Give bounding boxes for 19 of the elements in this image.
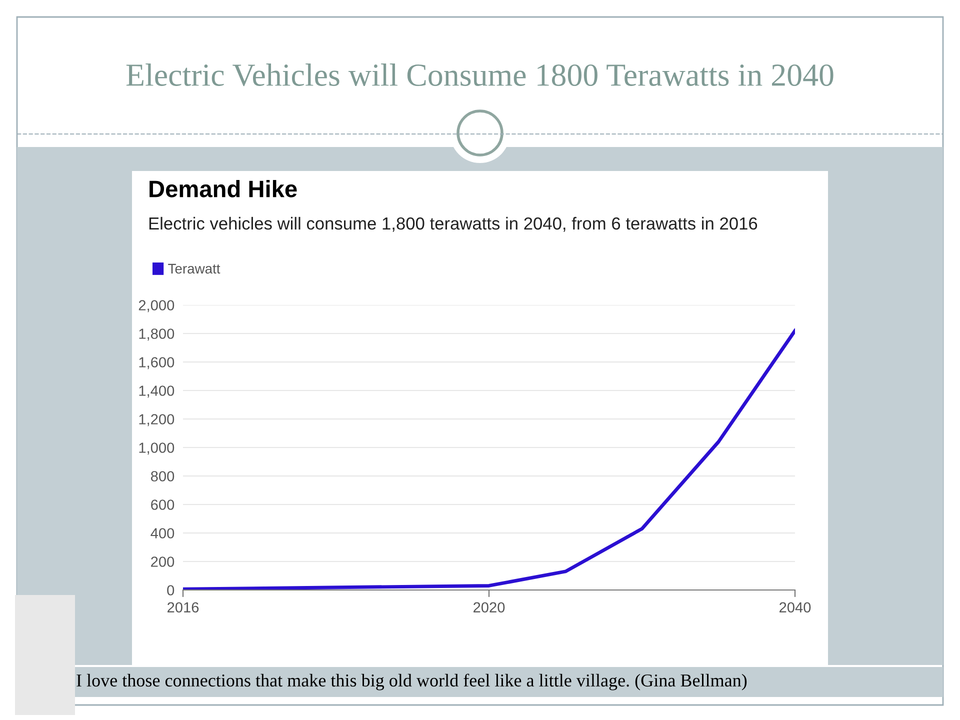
x-tick-label: 2020 bbox=[474, 602, 505, 613]
chart-subtitle: Demand Hike bbox=[150, 180, 297, 198]
y-tick-label: 1,600 bbox=[139, 357, 174, 370]
y-tick-label: 0 bbox=[167, 585, 174, 596]
x-tick-label: 2016 bbox=[168, 602, 199, 613]
y-tick-label: 1,200 bbox=[139, 414, 174, 426]
y-tick-label: 2,000 bbox=[138, 300, 174, 312]
y-tick-label: 1,800 bbox=[139, 328, 174, 341]
y-tick-label: 800 bbox=[150, 471, 174, 482]
chart-title: Electric Vehicles will Consume 1800 Terawatts in 2040 bbox=[126, 64, 834, 86]
text: Electric vehicles will consume 1,800 terawatts in 2040, from 6 terawatts in 2016 bbox=[149, 216, 758, 232]
y-tick-label: 200 bbox=[151, 556, 174, 567]
legend-label: Terawatt bbox=[168, 264, 220, 274]
y-tick-label: 600 bbox=[151, 500, 174, 510]
y-tick-label: 1,000 bbox=[139, 442, 174, 455]
y-tick-label: 1,400 bbox=[139, 386, 174, 398]
text: I love those connections that make this big old world feel like a little village. (Gina Bellman) bbox=[76, 674, 747, 690]
x-tick-label: 2040 bbox=[780, 602, 811, 613]
y-tick-label: 400 bbox=[150, 528, 174, 538]
